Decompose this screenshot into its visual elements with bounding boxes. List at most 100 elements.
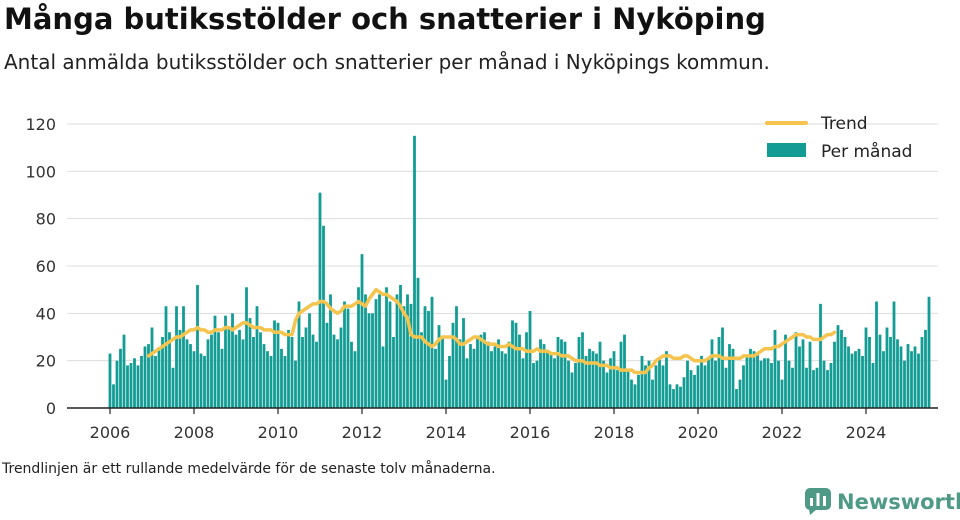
bar	[294, 360, 297, 408]
bar	[392, 337, 395, 408]
bar	[511, 320, 514, 408]
bar	[675, 384, 679, 408]
bar	[441, 337, 444, 408]
bar	[651, 379, 654, 408]
bar	[882, 351, 885, 408]
bar	[714, 360, 717, 408]
bar	[605, 372, 609, 408]
bar	[829, 363, 833, 408]
bar	[738, 379, 742, 408]
bar	[336, 339, 339, 408]
bar	[745, 355, 749, 408]
bar	[252, 337, 255, 408]
bar	[749, 348, 752, 408]
bar	[315, 341, 318, 408]
bar	[406, 294, 409, 408]
bar	[917, 353, 920, 408]
footnote: Trendlinjen är ett rullande medelvärde f…	[2, 461, 496, 477]
brand-logo[interactable]: Newsworthy	[805, 488, 960, 516]
bar	[819, 303, 822, 408]
bar	[231, 313, 234, 408]
bar	[693, 374, 696, 408]
bar	[276, 322, 280, 408]
bar	[500, 351, 504, 408]
bar	[171, 367, 175, 408]
bar	[322, 225, 325, 408]
bar	[640, 355, 644, 408]
bar	[157, 348, 161, 408]
bar	[161, 337, 164, 408]
bar	[815, 367, 819, 408]
bar	[612, 351, 616, 408]
bar	[234, 334, 238, 408]
bar	[616, 370, 619, 408]
bar	[528, 310, 532, 408]
x-tick-label: 2022	[762, 423, 803, 442]
bar	[255, 306, 259, 408]
bar	[374, 299, 378, 408]
bar	[241, 339, 245, 408]
bar	[115, 360, 119, 408]
bar	[311, 334, 315, 408]
bar	[385, 287, 388, 408]
bar	[542, 344, 546, 408]
bar	[206, 339, 210, 408]
x-tick-label: 2020	[678, 423, 719, 442]
bar	[784, 334, 787, 408]
x-tick-label: 2024	[846, 423, 887, 442]
bar	[329, 294, 332, 408]
bar	[185, 339, 189, 408]
bar	[479, 334, 483, 408]
bar	[826, 370, 829, 408]
bar	[381, 346, 385, 408]
bar	[539, 339, 542, 408]
bar	[633, 384, 637, 408]
y-tick-label: 20	[36, 352, 56, 371]
bar	[553, 358, 556, 408]
bar	[507, 341, 511, 408]
bar	[273, 320, 276, 408]
bar	[483, 332, 486, 408]
bar	[689, 370, 693, 408]
bar	[763, 358, 766, 408]
x-tick-label: 2008	[174, 423, 215, 442]
bar	[756, 353, 759, 408]
bar	[885, 327, 889, 408]
bar	[878, 334, 882, 408]
legend-bar-label: Per månad	[821, 141, 912, 162]
bar	[710, 339, 714, 408]
bar	[717, 337, 721, 408]
legend-trend-label: Trend	[820, 114, 868, 134]
bar	[290, 337, 294, 408]
bar	[535, 360, 539, 408]
bar	[458, 339, 462, 408]
bar	[420, 332, 423, 408]
bar	[224, 315, 227, 408]
chart-title: Många butiksstölder och snatterier i Nyk…	[4, 2, 766, 36]
bar	[434, 348, 437, 408]
bar	[668, 384, 672, 408]
bar	[399, 284, 402, 408]
bar	[203, 355, 206, 408]
bar	[546, 351, 549, 408]
chart-subtitle: Antal anmälda butiksstölder och snatteri…	[4, 50, 770, 74]
bar	[126, 365, 129, 408]
bar	[504, 353, 507, 408]
x-tick-label: 2014	[426, 423, 467, 442]
x-tick-label: 2018	[594, 423, 635, 442]
bar	[731, 348, 735, 408]
bar	[700, 355, 703, 408]
bar	[402, 306, 406, 408]
bar	[647, 360, 651, 408]
bar	[602, 360, 605, 408]
bar	[297, 301, 301, 408]
bar	[486, 341, 490, 408]
bar	[395, 294, 399, 408]
bar	[409, 303, 413, 408]
bar	[416, 277, 420, 408]
bar	[182, 306, 185, 408]
bar	[213, 315, 217, 408]
bar	[147, 344, 150, 408]
bar	[665, 351, 668, 408]
bar	[805, 367, 808, 408]
